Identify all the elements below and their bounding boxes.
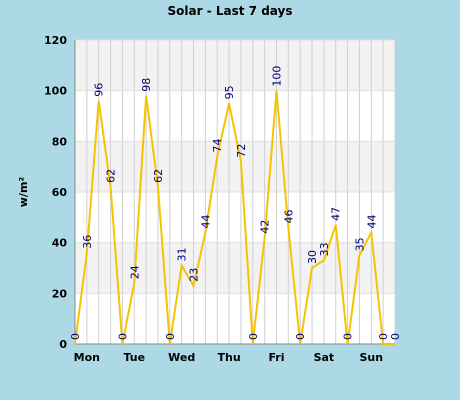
- data-label: 0: [377, 333, 390, 340]
- data-label: 23: [188, 268, 201, 282]
- data-label: 31: [176, 247, 189, 261]
- data-label: 0: [389, 333, 402, 340]
- data-label: 0: [342, 333, 355, 340]
- data-label: 44: [365, 215, 378, 229]
- x-tick-label: Wed: [168, 351, 195, 364]
- data-label: 62: [152, 169, 165, 183]
- data-label: 47: [330, 207, 343, 221]
- data-label: 0: [69, 333, 82, 340]
- chart-title: Solar - Last 7 days: [168, 4, 293, 18]
- data-label: 72: [235, 144, 248, 158]
- y-axis-label: w/m²: [17, 177, 30, 208]
- data-label: 62: [105, 169, 118, 183]
- data-label: 42: [259, 220, 272, 234]
- data-label: 0: [294, 333, 307, 340]
- data-label: 0: [164, 333, 177, 340]
- data-label: 95: [223, 85, 236, 99]
- grid-band: [75, 40, 395, 91]
- data-label: 98: [140, 78, 153, 92]
- y-tick-label: 80: [52, 135, 68, 148]
- y-tick-label: 40: [52, 237, 68, 250]
- grid-band: [75, 141, 395, 192]
- grid-band: [75, 242, 395, 294]
- data-label: 46: [282, 209, 295, 223]
- data-label: 33: [318, 242, 331, 256]
- x-tick-label: Thu: [217, 351, 240, 364]
- y-tick-label: 60: [52, 186, 68, 199]
- data-label: 24: [128, 265, 141, 279]
- x-tick-label: Mon: [74, 351, 100, 364]
- y-tick-label: 0: [59, 338, 67, 351]
- y-tick-label: 20: [52, 287, 68, 300]
- x-tick-label: Sun: [359, 351, 383, 364]
- data-label: 100: [270, 66, 283, 87]
- data-label: 0: [247, 333, 260, 340]
- data-label: 74: [211, 139, 224, 153]
- y-tick-label: 100: [44, 85, 67, 98]
- data-label: 36: [81, 235, 94, 249]
- x-tick-label: Fri: [268, 351, 284, 364]
- series-line: [74, 90, 395, 345]
- x-tick-label: Tue: [123, 351, 145, 364]
- data-label: 30: [306, 250, 319, 264]
- data-label: 44: [199, 215, 212, 229]
- data-label: 0: [116, 333, 129, 340]
- data-label: 35: [353, 237, 366, 251]
- x-tick-label: Sat: [314, 351, 335, 364]
- data-label: 96: [93, 83, 106, 97]
- y-tick-label: 120: [44, 34, 67, 47]
